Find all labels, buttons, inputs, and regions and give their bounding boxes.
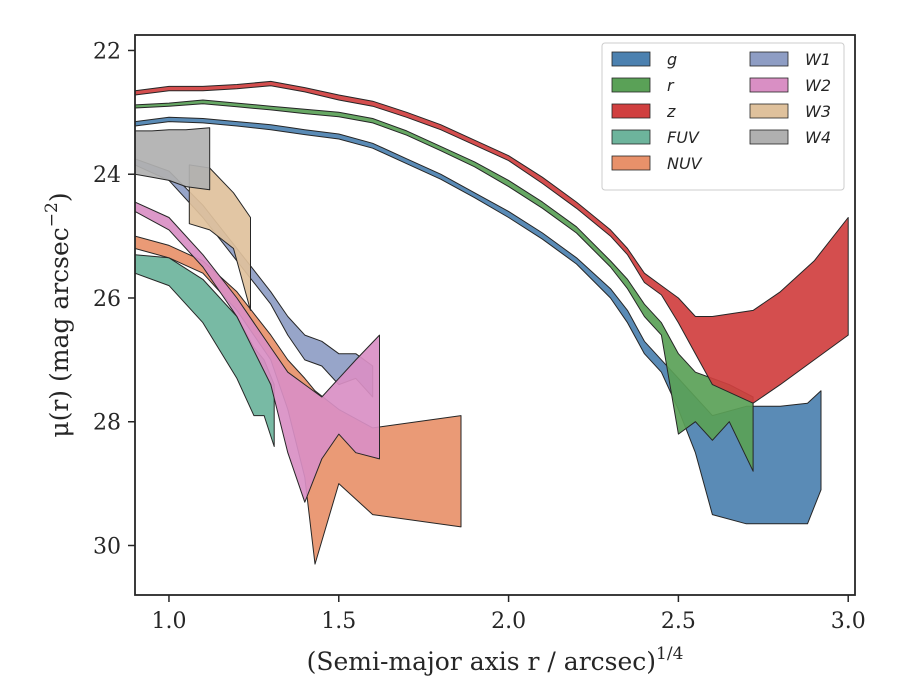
legend-swatch-fuv xyxy=(611,129,651,145)
band-fuv xyxy=(135,254,275,447)
legend-label-r: r xyxy=(667,76,675,95)
series-bands xyxy=(135,80,849,565)
legend-label-w3: W3 xyxy=(805,102,831,121)
band-g xyxy=(135,116,822,525)
band-r xyxy=(135,99,754,472)
legend: grz FUV NUV W1 W2 W3 W4 xyxy=(601,42,845,191)
legend-label-z: z xyxy=(666,102,676,121)
x-axis-label: (Semi-major axis r / arcsec)1/4 xyxy=(307,644,684,676)
x-axis: 1.0 1.5 2.0 2.5 3.0 xyxy=(151,595,866,634)
legend-swatch-z xyxy=(611,103,651,119)
y-axis: 22 24 26 28 30 xyxy=(93,39,135,559)
legend-swatch-w3 xyxy=(749,103,789,119)
legend-label-g: g xyxy=(667,50,677,69)
y-tick-label: 28 xyxy=(93,411,121,436)
band-w3 xyxy=(188,164,251,311)
y-axis-label: μ(r) (mag arcsec−2) xyxy=(42,192,74,437)
band-z xyxy=(135,80,849,404)
band-w4 xyxy=(135,127,211,191)
y-tick-label: 30 xyxy=(93,534,121,559)
legend-swatch-w4 xyxy=(749,129,789,145)
legend-swatch-w1 xyxy=(749,51,789,67)
plot-frame xyxy=(134,34,856,596)
legend-swatch-nuv xyxy=(611,155,651,171)
legend-label-w2: W2 xyxy=(805,76,831,95)
legend-swatch-w2 xyxy=(749,77,789,93)
band-w2 xyxy=(135,201,380,503)
legend-label-w1: W1 xyxy=(805,50,831,69)
y-tick-label: 22 xyxy=(93,39,121,64)
plot-area xyxy=(134,34,856,596)
x-tick-label: 1.0 xyxy=(151,609,186,634)
legend-label-nuv: NUV xyxy=(667,154,703,173)
legend-label-fuv: FUV xyxy=(667,128,700,147)
x-tick-label: 1.5 xyxy=(321,609,356,634)
legend-swatch-g xyxy=(611,51,651,67)
y-tick-label: 26 xyxy=(93,287,121,312)
x-tick-label: 3.0 xyxy=(831,609,866,634)
x-tick-label: 2.0 xyxy=(491,609,526,634)
legend-label-w4: W4 xyxy=(805,128,831,147)
y-tick-label: 24 xyxy=(93,163,121,188)
x-tick-label: 2.5 xyxy=(661,609,696,634)
legend-swatch-r xyxy=(611,77,651,93)
